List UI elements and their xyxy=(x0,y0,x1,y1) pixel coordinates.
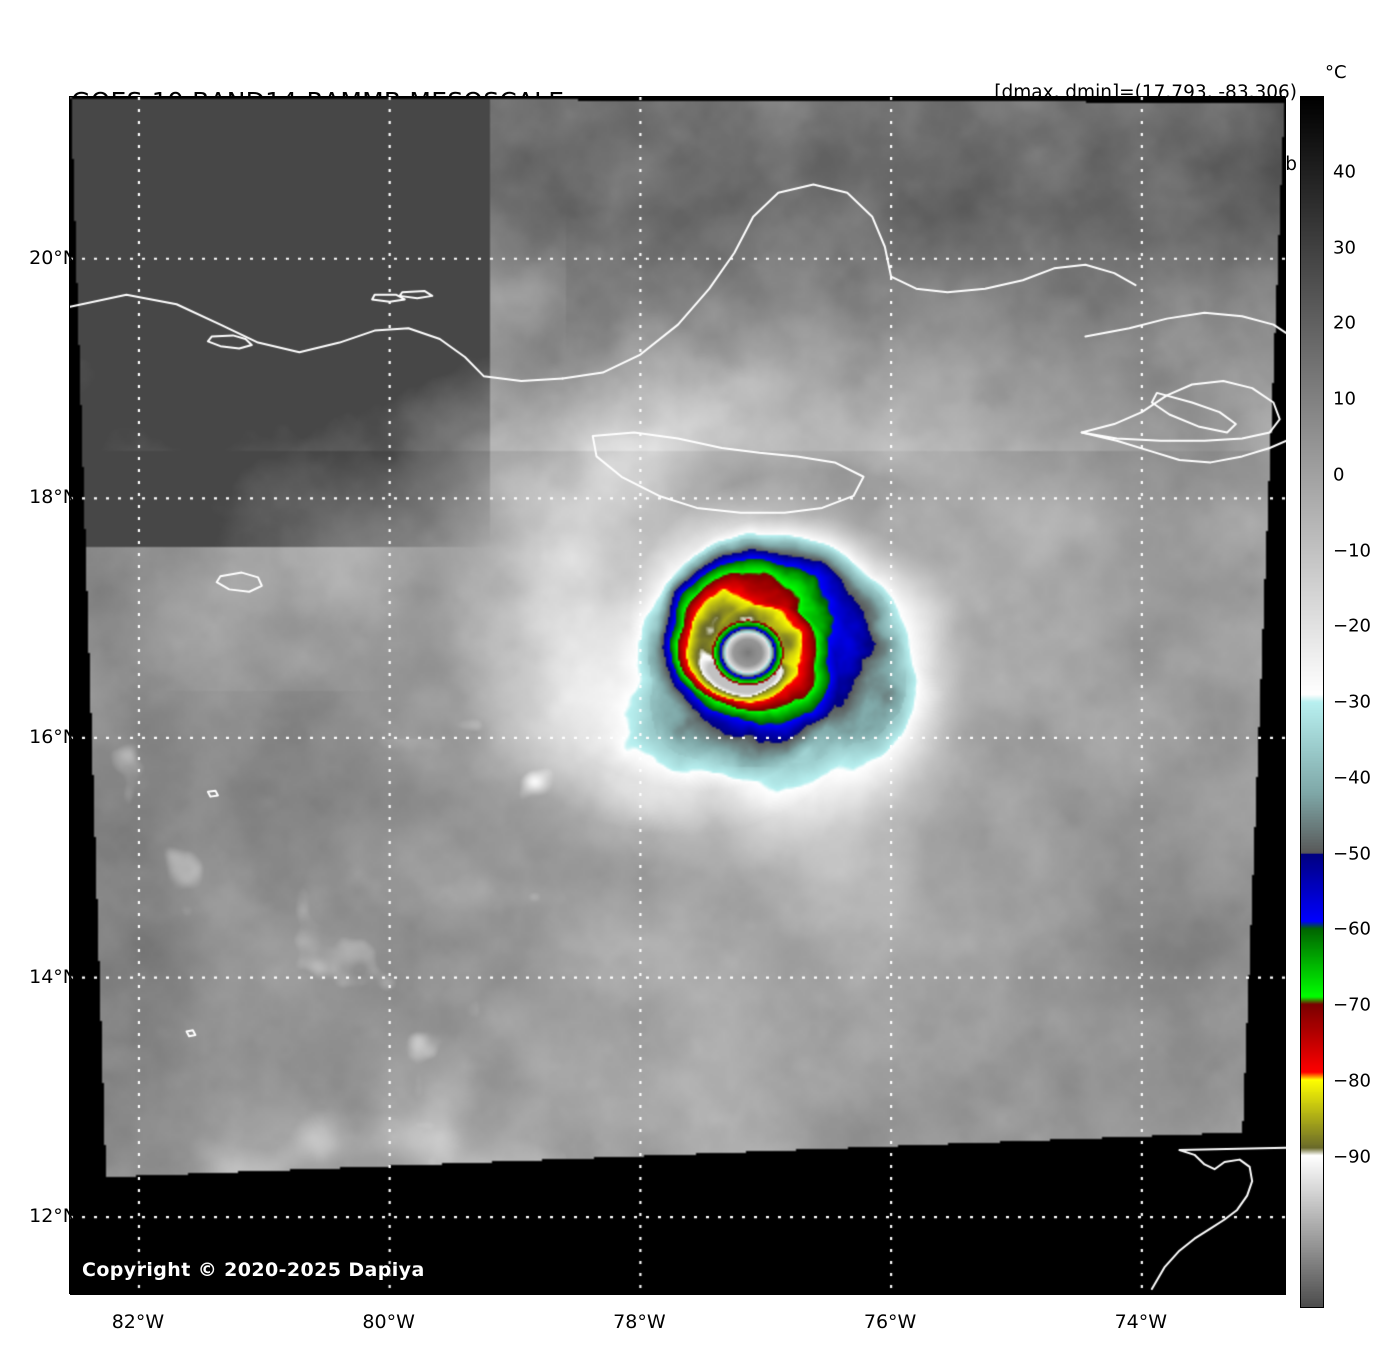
colorbar-tick-label: 0 xyxy=(1333,464,1345,486)
lon-tick-label: 78°W xyxy=(613,1311,666,1333)
colorbar-tick-label: −60 xyxy=(1333,918,1371,940)
lon-tick-label: 76°W xyxy=(863,1311,917,1333)
lat-tick-label: 16°N xyxy=(29,725,77,748)
colorbar-tick-label: 20 xyxy=(1333,312,1356,334)
colorbar-tick-label: 30 xyxy=(1333,237,1356,258)
copyright-label: Copyright © 2020-2025 Dapiya xyxy=(82,1259,425,1281)
colorbar-tick-label: −20 xyxy=(1333,615,1371,637)
colorbar-tick-label: −70 xyxy=(1333,994,1371,1016)
colorbar-gradient xyxy=(1300,96,1324,1308)
lat-tick-label: 12°N xyxy=(29,1205,77,1228)
colorbar-tick-label: −30 xyxy=(1333,691,1371,713)
colorbar-tick-label: 40 xyxy=(1333,161,1356,183)
lat-tick-label: 20°N xyxy=(29,246,77,269)
lat-tick-label: 14°N xyxy=(29,965,77,988)
lon-tick-label: 80°W xyxy=(362,1311,415,1333)
colorbar-unit-label: °C xyxy=(1325,62,1347,83)
temperature-colorbar xyxy=(1300,96,1324,1308)
colorbar-tick-label: −50 xyxy=(1333,843,1371,864)
satellite-image-plot: Copyright © 2020-2025 Dapiya xyxy=(69,96,1286,1295)
lon-tick-label: 74°W xyxy=(1114,1311,1168,1333)
lat-tick-label: 18°N xyxy=(29,486,77,509)
colorbar-tick-label: −90 xyxy=(1333,1146,1371,1167)
colorbar-tick-label: −80 xyxy=(1333,1070,1371,1092)
colorbar-tick-label: 10 xyxy=(1333,388,1356,410)
lat-lon-gridlines xyxy=(70,97,1286,1295)
lon-tick-label: 82°W xyxy=(111,1311,165,1333)
colorbar-tick-label: −10 xyxy=(1333,540,1371,561)
colorbar-tick-label: −40 xyxy=(1333,767,1371,789)
